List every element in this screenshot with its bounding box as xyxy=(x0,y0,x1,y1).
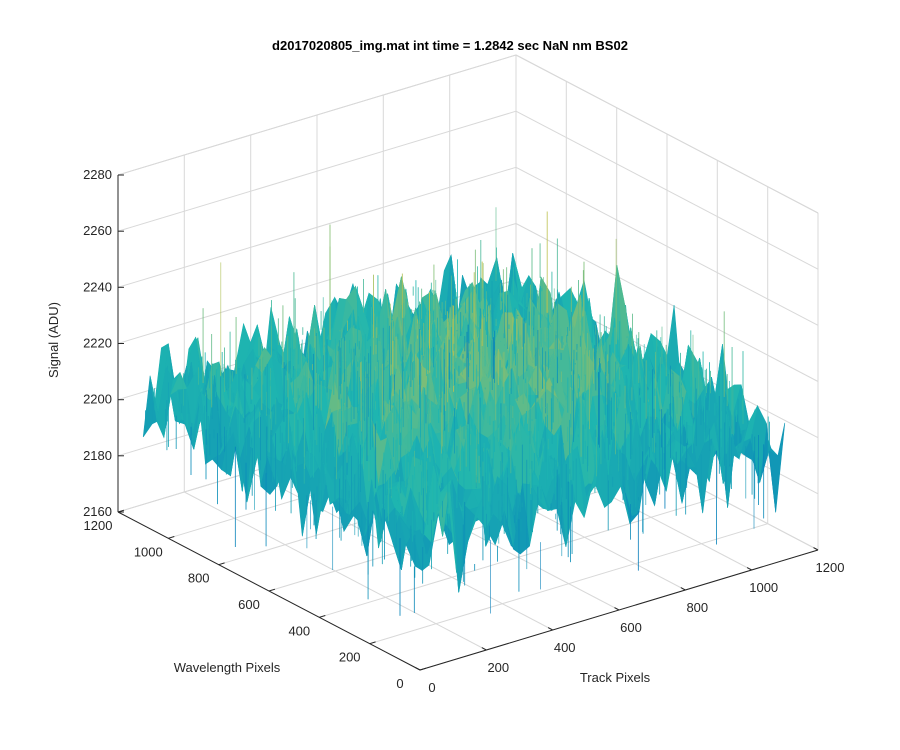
x-tick xyxy=(746,567,752,571)
x-tick xyxy=(481,647,487,651)
chart-title: d2017020805_img.mat int time = 1.2842 se… xyxy=(272,38,628,53)
x-tick xyxy=(547,627,553,631)
y-tick-label: 1200 xyxy=(84,518,113,533)
grid-floor-y xyxy=(319,496,718,618)
x-tick-label: 800 xyxy=(686,600,708,615)
x-tick-label: 1000 xyxy=(749,580,778,595)
x-tick xyxy=(415,667,421,671)
z-tick-label: 2280 xyxy=(83,167,112,182)
grid-floor-y xyxy=(369,523,768,645)
y-tick xyxy=(268,588,276,592)
x-tick xyxy=(614,607,620,611)
y-axis-label: Wavelength Pixels xyxy=(174,660,281,675)
y-tick-label: 1000 xyxy=(134,544,163,559)
x-tick-label: 1200 xyxy=(816,560,845,575)
grid-side-z xyxy=(515,223,819,382)
x-tick-label: 0 xyxy=(428,680,435,695)
y-tick xyxy=(319,615,326,618)
y-tick-label: 0 xyxy=(396,676,403,691)
z-tick-label: 2160 xyxy=(83,504,112,519)
x-tick-label: 600 xyxy=(620,620,642,635)
y-tick xyxy=(218,562,225,566)
y-tick-label: 800 xyxy=(188,571,210,586)
z-axis-label: Signal (ADU) xyxy=(46,302,61,378)
grid-back-z xyxy=(117,223,517,344)
grid-back-z xyxy=(117,166,517,288)
tick-labels: 0 200 400 600 800 1000 1200 0 200 400 600 800 1000 12… xyxy=(83,167,844,695)
x-tick xyxy=(813,547,819,551)
y-tick xyxy=(419,667,427,671)
x-tick-label: 200 xyxy=(487,660,509,675)
x-tick xyxy=(680,587,686,591)
z-tick-label: 2200 xyxy=(83,392,112,407)
x-axis-label: Track Pixels xyxy=(580,670,651,685)
z-tick-label: 2220 xyxy=(83,336,112,351)
y-tick xyxy=(369,641,376,645)
tick-marks xyxy=(117,174,819,671)
grid-side-z xyxy=(515,166,819,326)
z-tick-label: 2260 xyxy=(83,223,112,238)
x-tick-label: 400 xyxy=(554,640,576,655)
y-tick-label: 200 xyxy=(339,650,361,665)
z-tick-label: 2240 xyxy=(83,279,112,294)
surface-face xyxy=(412,529,430,571)
y-tick-label: 600 xyxy=(238,597,260,612)
box-edge xyxy=(515,54,819,214)
surface-mesh xyxy=(142,207,786,616)
z-tick-label: 2180 xyxy=(83,448,112,463)
grid-back-z xyxy=(117,110,517,232)
y-tick-label: 400 xyxy=(288,623,310,638)
y-tick xyxy=(168,536,175,539)
grid-side-z xyxy=(515,110,819,270)
box-edge xyxy=(117,54,517,176)
